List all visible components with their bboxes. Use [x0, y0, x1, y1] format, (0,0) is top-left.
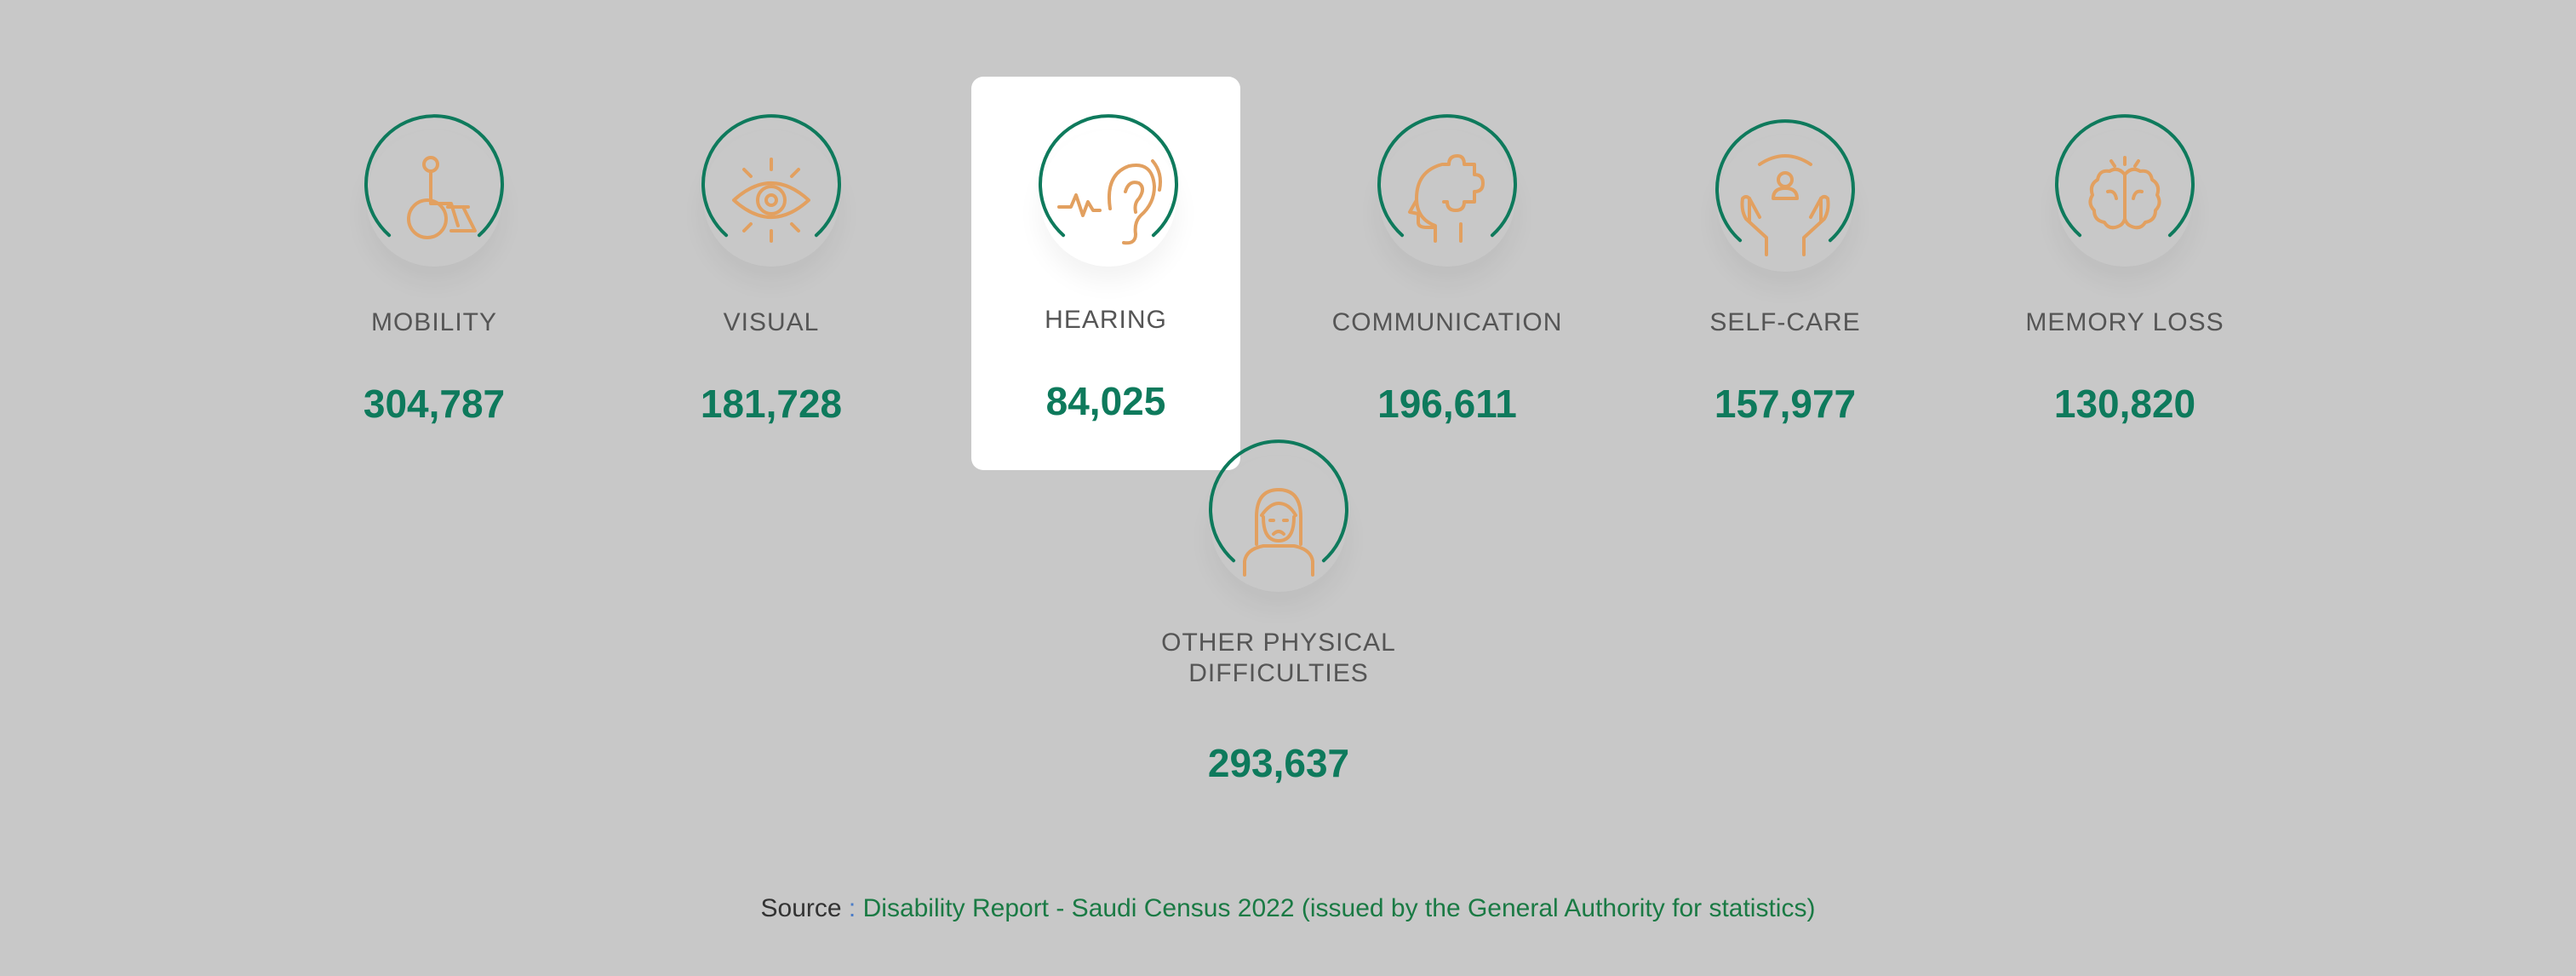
wheelchair-icon [364, 114, 504, 267]
category-label: MOBILITY [370, 308, 498, 336]
category-label: HEARING [1045, 306, 1167, 334]
category-label-line2: DIFFICULTIES [1188, 659, 1369, 687]
eye-icon [701, 114, 841, 267]
brain-icon [2055, 114, 2195, 267]
category-visual[interactable]: VISUAL 181,728 [637, 79, 906, 473]
source-separator: : [848, 894, 856, 922]
category-hearing[interactable]: HEARING 84,025 [971, 77, 1240, 470]
person-icon [1209, 439, 1348, 592]
category-label: COMMUNICATION [1331, 308, 1563, 336]
head-puzzle-icon [1377, 114, 1517, 267]
category-self-care[interactable]: SELF-CARE 157,977 [1651, 79, 1920, 473]
category-value: 130,820 [2053, 382, 2196, 426]
category-label: OTHER PHYSICAL DIFFICULTIES [1119, 628, 1439, 689]
category-label: MEMORY LOSS [2025, 308, 2224, 336]
category-other-physical[interactable]: OTHER PHYSICAL DIFFICULTIES 293,637 [1144, 405, 1413, 798]
category-value: 157,977 [1714, 382, 1857, 426]
category-value: 196,611 [1377, 382, 1517, 426]
category-label: VISUAL [723, 308, 820, 336]
source-line: Source : Disability Report - Saudi Censu… [0, 894, 2576, 923]
ear-icon [1039, 114, 1178, 267]
category-label-line1: OTHER PHYSICAL [1161, 629, 1396, 657]
caring-hands-icon [1715, 119, 1855, 272]
category-value: 181,728 [700, 382, 843, 426]
category-value: 293,637 [1207, 741, 1350, 785]
source-link[interactable]: Disability Report - Saudi Census 2022 (i… [862, 894, 1816, 922]
category-mobility[interactable]: MOBILITY 304,787 [300, 79, 569, 473]
category-memory-loss[interactable]: MEMORY LOSS 130,820 [1990, 79, 2259, 473]
category-value: 84,025 [1045, 379, 1166, 423]
category-label: SELF-CARE [1709, 308, 1861, 336]
category-communication[interactable]: COMMUNICATION 196,611 [1313, 79, 1582, 473]
source-prefix: Source [760, 894, 842, 922]
category-value: 304,787 [363, 382, 506, 426]
